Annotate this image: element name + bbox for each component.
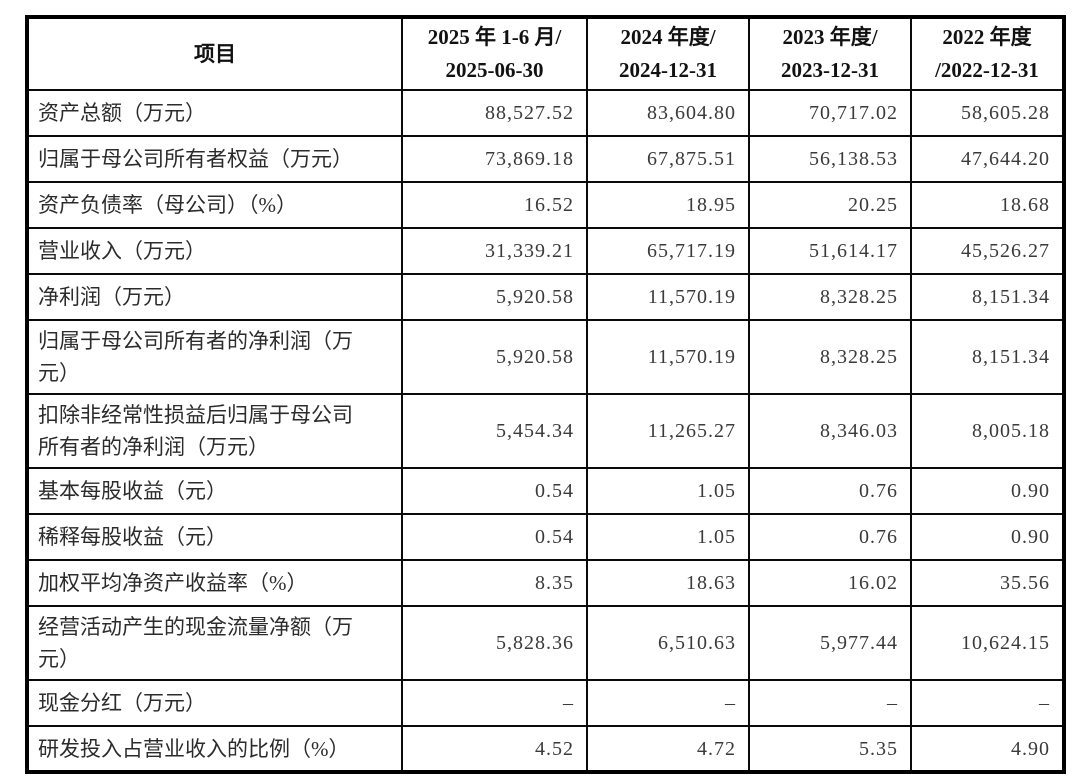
table-row: 归属于母公司所有者权益（万元） 73,869.18 67,875.51 56,138.… <box>26 135 1065 183</box>
row-value: 0.54 <box>401 513 588 561</box>
table-body: 资产总额（万元） 88,527.52 83,604.80 70,717.02 58,60… <box>26 89 1065 773</box>
table-row: 现金分红（万元） – – – – <box>26 679 1065 727</box>
table-row: 稀释每股收益（元） 0.54 1.05 0.76 0.90 <box>26 513 1065 561</box>
table-header: 项目 2025 年 1-6 月/ 2025-06-30 2024 年度/ 202… <box>26 16 1065 91</box>
row-value: 67,875.51 <box>586 135 750 183</box>
row-value: 8,328.25 <box>748 319 912 395</box>
row-value: 73,869.18 <box>401 135 588 183</box>
row-value: 83,604.80 <box>586 89 750 137</box>
row-value: 0.90 <box>910 467 1065 515</box>
row-value: 16.02 <box>748 559 912 607</box>
row-label: 稀释每股收益（元） <box>26 513 403 561</box>
table-row: 营业收入（万元） 31,339.21 65,717.19 51,614.17 45,52… <box>26 227 1065 275</box>
header-row: 项目 2025 年 1-6 月/ 2025-06-30 2024 年度/ 202… <box>26 16 1065 91</box>
row-label: 归属于母公司所有者权益（万元） <box>26 135 403 183</box>
row-label: 扣除非经常性损益后归属于母公司所有者的净利润（万元） <box>26 393 403 469</box>
row-value: 4.72 <box>586 725 750 773</box>
period-line-1: 2022 年度 <box>942 25 1032 49</box>
column-header-period-2022: 2022 年度 /2022-12-31 <box>910 16 1065 91</box>
row-value: – <box>401 679 588 727</box>
row-value: 47,644.20 <box>910 135 1065 183</box>
row-value: 4.52 <box>401 725 588 773</box>
row-value: 5,977.44 <box>748 605 912 681</box>
financial-summary-table-container: 项目 2025 年 1-6 月/ 2025-06-30 2024 年度/ 202… <box>25 15 1066 774</box>
row-label: 归属于母公司所有者的净利润（万元） <box>26 319 403 395</box>
period-line-1: 2024 年度/ <box>620 25 716 49</box>
financial-summary-table: 项目 2025 年 1-6 月/ 2025-06-30 2024 年度/ 202… <box>25 15 1066 774</box>
row-value: 6,510.63 <box>586 605 750 681</box>
row-value: 8,328.25 <box>748 273 912 321</box>
row-value: 31,339.21 <box>401 227 588 275</box>
row-label: 净利润（万元） <box>26 273 403 321</box>
row-value: 8,005.18 <box>910 393 1065 469</box>
row-label: 现金分红（万元） <box>26 679 403 727</box>
row-value: 0.76 <box>748 513 912 561</box>
row-value: 5,920.58 <box>401 319 588 395</box>
row-value: 11,265.27 <box>586 393 750 469</box>
row-value: 5,828.36 <box>401 605 588 681</box>
row-value: – <box>910 679 1065 727</box>
row-value: 18.95 <box>586 181 750 229</box>
row-value: 1.05 <box>586 513 750 561</box>
row-value: 51,614.17 <box>748 227 912 275</box>
row-value: 88,527.52 <box>401 89 588 137</box>
table-row: 资产负债率（母公司）（%） 16.52 18.95 20.25 18.68 <box>26 181 1065 229</box>
row-value: 35.56 <box>910 559 1065 607</box>
column-header-item: 项目 <box>26 16 403 91</box>
row-value: 58,605.28 <box>910 89 1065 137</box>
row-value: 45,526.27 <box>910 227 1065 275</box>
row-label: 经营活动产生的现金流量净额（万元） <box>26 605 403 681</box>
row-value: 1.05 <box>586 467 750 515</box>
row-value: – <box>586 679 750 727</box>
table-row: 资产总额（万元） 88,527.52 83,604.80 70,717.02 58,60… <box>26 89 1065 137</box>
period-line-2: /2022-12-31 <box>935 58 1039 82</box>
row-value: 11,570.19 <box>586 273 750 321</box>
row-value: 5,920.58 <box>401 273 588 321</box>
row-value: 56,138.53 <box>748 135 912 183</box>
column-header-period-2025: 2025 年 1-6 月/ 2025-06-30 <box>401 16 588 91</box>
period-line-1: 2025 年 1-6 月/ <box>427 25 562 49</box>
period-line-2: 2023-12-31 <box>781 58 879 82</box>
table-row: 经营活动产生的现金流量净额（万元） 5,828.36 6,510.63 5,977.4… <box>26 605 1065 681</box>
column-header-period-2024: 2024 年度/ 2024-12-31 <box>586 16 750 91</box>
period-line-2: 2025-06-30 <box>445 58 544 82</box>
row-label: 资产总额（万元） <box>26 89 403 137</box>
table-row: 净利润（万元） 5,920.58 11,570.19 8,328.25 8,151.34 <box>26 273 1065 321</box>
row-value: 11,570.19 <box>586 319 750 395</box>
row-value: 18.68 <box>910 181 1065 229</box>
row-value: 10,624.15 <box>910 605 1065 681</box>
row-value: 0.76 <box>748 467 912 515</box>
row-value: 0.54 <box>401 467 588 515</box>
row-value: 5.35 <box>748 725 912 773</box>
row-value: 20.25 <box>748 181 912 229</box>
row-value: 5,454.34 <box>401 393 588 469</box>
row-value: 0.90 <box>910 513 1065 561</box>
table-row: 研发投入占营业收入的比例（%） 4.52 4.72 5.35 4.90 <box>26 725 1065 773</box>
column-header-item-label: 项目 <box>194 41 236 66</box>
row-value: 8,151.34 <box>910 273 1065 321</box>
row-value: – <box>748 679 912 727</box>
table-row: 扣除非经常性损益后归属于母公司所有者的净利润（万元） 5,454.34 11,265… <box>26 393 1065 469</box>
period-line-1: 2023 年度/ <box>782 25 878 49</box>
row-value: 65,717.19 <box>586 227 750 275</box>
period-line-2: 2024-12-31 <box>619 58 717 82</box>
row-value: 70,717.02 <box>748 89 912 137</box>
row-value: 4.90 <box>910 725 1065 773</box>
table-row: 加权平均净资产收益率（%） 8.35 18.63 16.02 35.56 <box>26 559 1065 607</box>
row-value: 8.35 <box>401 559 588 607</box>
row-label: 营业收入（万元） <box>26 227 403 275</box>
row-label: 研发投入占营业收入的比例（%） <box>26 725 403 773</box>
row-label: 基本每股收益（元） <box>26 467 403 515</box>
row-label: 资产负债率（母公司）（%） <box>26 181 403 229</box>
row-value: 8,151.34 <box>910 319 1065 395</box>
row-value: 18.63 <box>586 559 750 607</box>
column-header-period-2023: 2023 年度/ 2023-12-31 <box>748 16 912 91</box>
table-row: 归属于母公司所有者的净利润（万元） 5,920.58 11,570.19 8,328.… <box>26 319 1065 395</box>
row-value: 8,346.03 <box>748 393 912 469</box>
row-label: 加权平均净资产收益率（%） <box>26 559 403 607</box>
table-row: 基本每股收益（元） 0.54 1.05 0.76 0.90 <box>26 467 1065 515</box>
row-value: 16.52 <box>401 181 588 229</box>
